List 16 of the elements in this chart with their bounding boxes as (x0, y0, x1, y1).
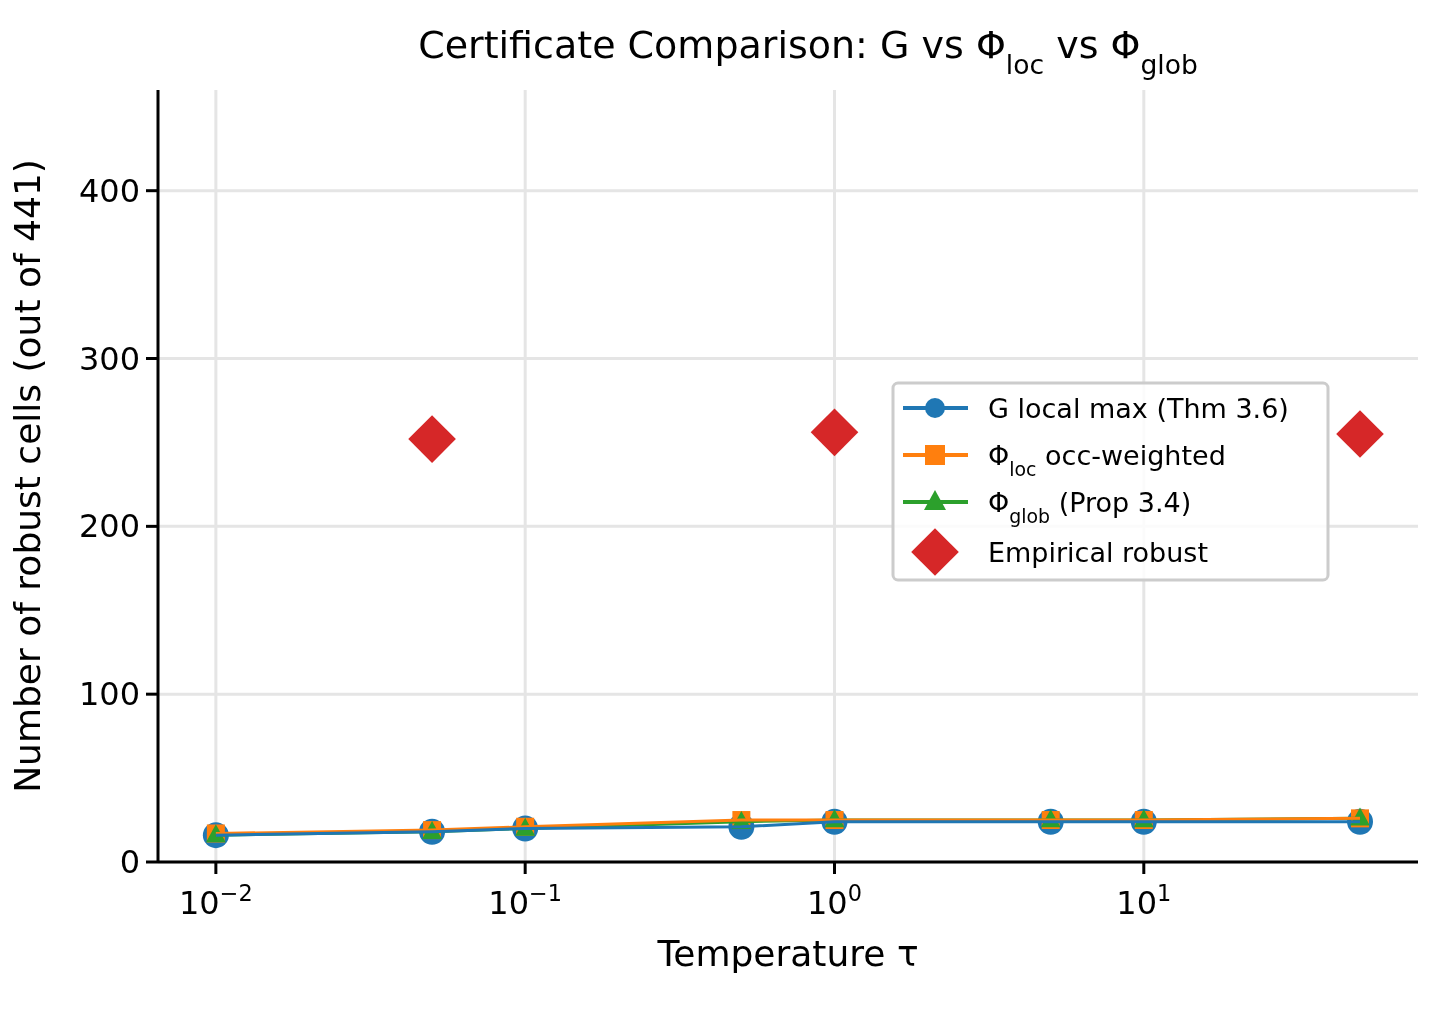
x-tick-label: 10$^{1}$ (1116, 880, 1172, 922)
x-tick-label: 10$^{−1}$ (488, 880, 563, 922)
x-tick-label: 10$^{−2}$ (179, 880, 253, 922)
y-tick-label: 0 (119, 843, 140, 881)
x-tick-label: 10$^{0}$ (807, 880, 862, 922)
y-tick-label: 300 (78, 339, 140, 378)
legend-label: Φ$_{loc}$ occ-weighted (988, 440, 1226, 480)
y-tick-label: 200 (78, 507, 140, 546)
y-tick-label: 400 (78, 171, 140, 210)
legend-label: Empirical robust (988, 537, 1209, 568)
y-axis-title: Number of robust cells (out of 441) (7, 159, 48, 793)
chart-title: Certificate Comparison: G vs Φ$_{loc}$ vs Φ$_{glob}$ (418, 23, 1198, 80)
y-tick-label: 100 (78, 675, 140, 714)
x-axis-title: Temperature τ (656, 933, 919, 974)
legend-label: G local max (Thm 3.6) (988, 393, 1289, 424)
legend-label: Φ$_{glob}$ (Prop 3.4) (988, 487, 1192, 527)
